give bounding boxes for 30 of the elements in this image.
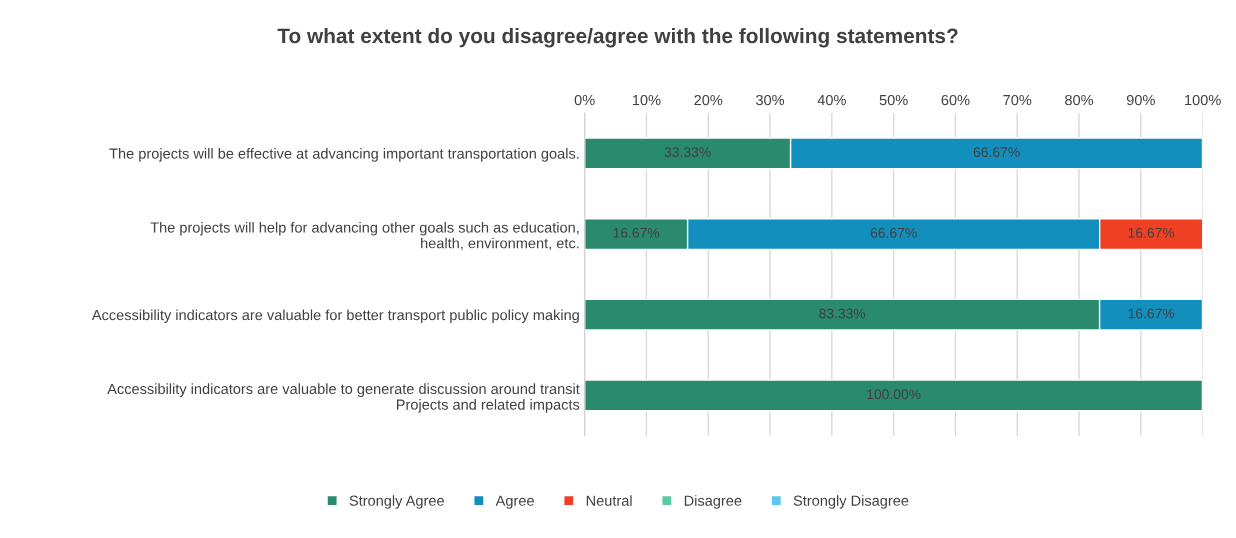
y-tick-label: Accessibility indicators are valuable to generate discussion around transit Projects and related impacts <box>107 383 580 413</box>
data-label: 16.67% <box>1128 227 1175 238</box>
x-tick-label: 80% <box>1065 94 1094 106</box>
x-tick-label: 40% <box>817 94 846 106</box>
data-label: 83.33% <box>819 308 866 319</box>
x-tick-label: 70% <box>1003 94 1032 106</box>
data-label: 16.67% <box>1128 308 1175 319</box>
x-tick-label: 60% <box>941 94 970 106</box>
bar <box>584 379 1203 412</box>
x-tick-label: 0% <box>574 94 595 106</box>
x-tick-label: 20% <box>694 94 723 106</box>
y-tick-label: The projects will help for advancing other goals such as education, health, environment, etc. <box>150 221 579 251</box>
legend-label: Strongly Agree <box>349 495 444 509</box>
y-tick-label: The projects will be effective at advancing important transportation goals. <box>109 148 579 162</box>
legend-label: Agree <box>495 495 534 509</box>
data-label: 66.67% <box>973 147 1020 158</box>
data-label: 100.00% <box>867 389 921 400</box>
y-tick-label: Accessibility indicators are valuable for better transport public policy making <box>91 309 579 324</box>
x-tick-label: 100% <box>1185 94 1221 106</box>
data-label: 33.33% <box>664 147 711 158</box>
legend-label: Neutral <box>586 495 632 506</box>
x-tick-label: 50% <box>879 94 908 106</box>
legend-label: Disagree <box>684 495 742 509</box>
data-label: 16.67% <box>613 227 660 238</box>
data-label: 66.67% <box>870 227 917 238</box>
x-tick-label: 30% <box>755 94 785 106</box>
x-tick-label: 90% <box>1126 94 1155 106</box>
legend-label: Strongly Disagree <box>793 495 909 509</box>
chart-title: To what extent do you disagree/agree with the following statements? <box>277 27 958 48</box>
x-tick-label: 10% <box>632 94 661 106</box>
